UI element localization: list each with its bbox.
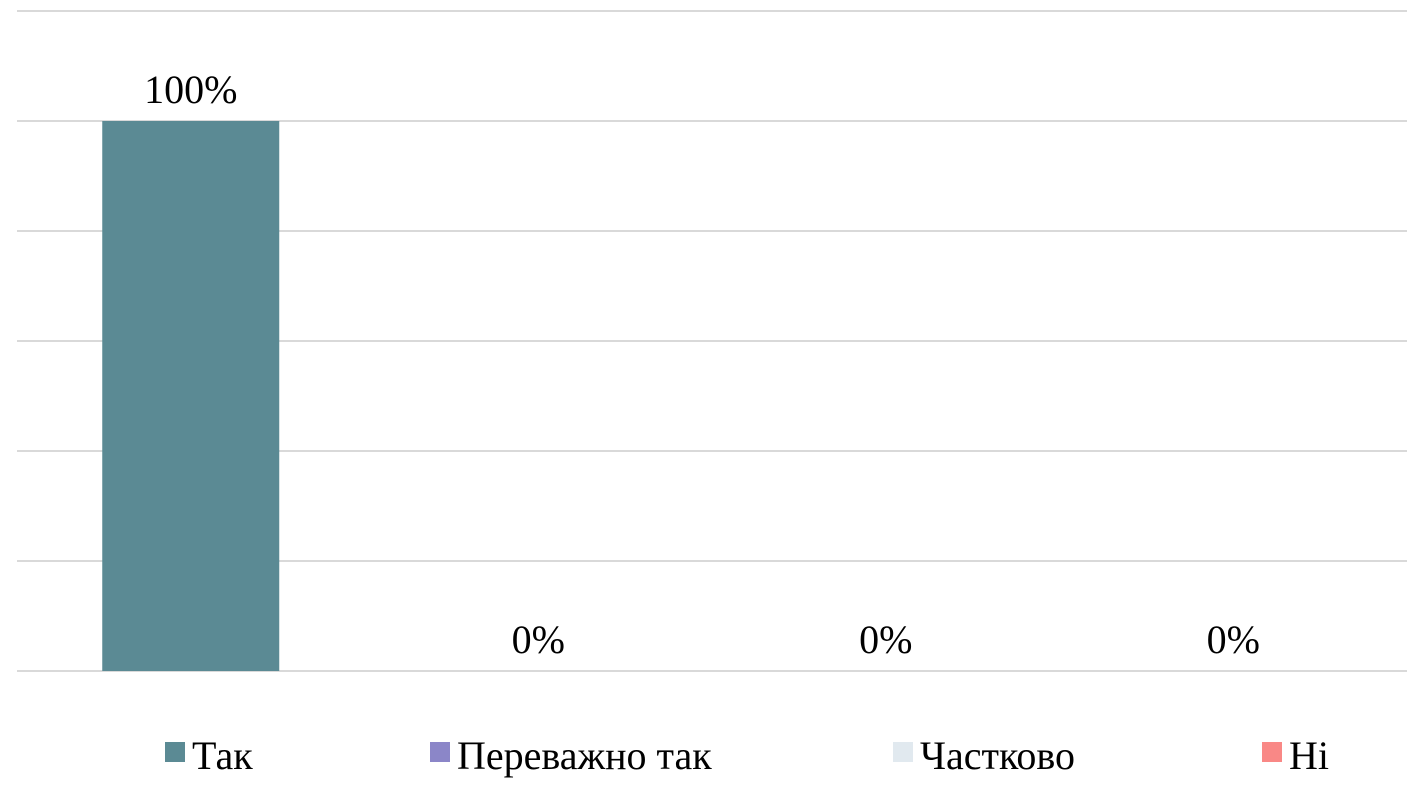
legend-swatch-4 [1262, 742, 1282, 762]
bars [102, 121, 280, 671]
legend-swatch-3 [893, 742, 913, 762]
data-labels: 100% 0% 0% 0% [144, 67, 1260, 662]
legend: Так Переважно так Частково Ні [165, 733, 1329, 778]
bar-1 [102, 121, 280, 671]
legend-label-1: Так [192, 733, 253, 778]
legend-swatch-1 [165, 742, 185, 762]
legend-swatch-2 [430, 742, 450, 762]
data-label-2: 0% [512, 617, 565, 662]
data-label-4: 0% [1207, 617, 1260, 662]
legend-label-2: Переважно так [457, 733, 712, 778]
data-label-1: 100% [144, 67, 237, 112]
data-label-3: 0% [859, 617, 912, 662]
legend-label-3: Частково [920, 733, 1075, 778]
legend-label-4: Ні [1289, 733, 1329, 778]
